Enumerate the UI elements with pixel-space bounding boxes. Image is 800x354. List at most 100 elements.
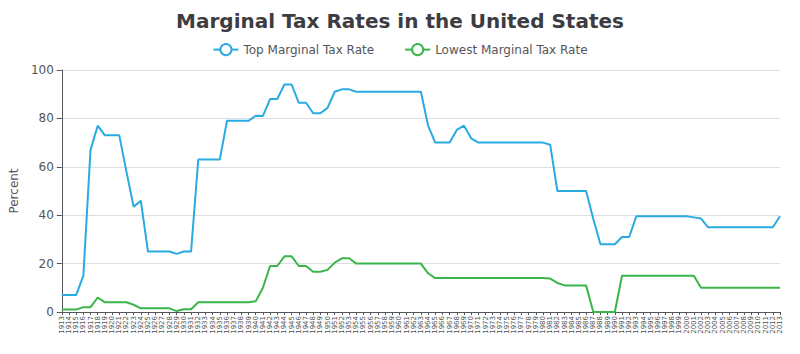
svg-text:1974: 1974 — [495, 316, 504, 334]
svg-text:1979: 1979 — [531, 316, 540, 334]
svg-text:1989: 1989 — [603, 316, 612, 334]
svg-text:1994: 1994 — [639, 316, 648, 334]
svg-text:1931: 1931 — [187, 316, 196, 334]
svg-text:1997: 1997 — [661, 316, 670, 334]
svg-text:Lowest Marginal Tax Rate: Lowest Marginal Tax Rate — [435, 43, 587, 57]
svg-text:1982: 1982 — [553, 316, 562, 334]
svg-text:1964: 1964 — [424, 316, 433, 334]
svg-text:2004: 2004 — [711, 316, 720, 334]
svg-text:1929: 1929 — [172, 316, 181, 334]
svg-text:1970: 1970 — [467, 316, 476, 334]
svg-text:1986: 1986 — [582, 316, 591, 334]
svg-text:1987: 1987 — [589, 316, 598, 334]
svg-text:1957: 1957 — [373, 316, 382, 334]
svg-text:1926: 1926 — [151, 316, 160, 334]
svg-text:1923: 1923 — [129, 316, 138, 334]
svg-text:1952: 1952 — [337, 316, 346, 334]
svg-text:1919: 1919 — [100, 316, 109, 334]
svg-text:1918: 1918 — [93, 316, 102, 334]
svg-text:1993: 1993 — [632, 316, 641, 334]
svg-text:1968: 1968 — [452, 316, 461, 334]
svg-text:2010: 2010 — [754, 316, 763, 334]
svg-text:1996: 1996 — [653, 316, 662, 334]
svg-text:1976: 1976 — [510, 316, 519, 334]
svg-text:1961: 1961 — [402, 316, 411, 334]
svg-text:1942: 1942 — [266, 316, 275, 334]
svg-text:1951: 1951 — [330, 316, 339, 334]
svg-text:80: 80 — [39, 111, 54, 125]
svg-text:1922: 1922 — [122, 316, 131, 334]
svg-text:1988: 1988 — [596, 316, 605, 334]
svg-text:1933: 1933 — [201, 316, 210, 334]
svg-text:40: 40 — [39, 208, 54, 222]
svg-text:1949: 1949 — [316, 316, 325, 334]
svg-text:1928: 1928 — [165, 316, 174, 334]
svg-text:1939: 1939 — [244, 316, 253, 334]
svg-text:1990: 1990 — [610, 316, 619, 334]
svg-text:Percent: Percent — [7, 168, 21, 213]
svg-text:1998: 1998 — [668, 316, 677, 334]
svg-text:1983: 1983 — [560, 316, 569, 334]
svg-text:1972: 1972 — [481, 316, 490, 334]
svg-text:2013: 2013 — [776, 316, 784, 334]
svg-text:1920: 1920 — [108, 316, 117, 334]
svg-text:1937: 1937 — [230, 316, 239, 334]
svg-text:1965: 1965 — [431, 316, 440, 334]
svg-text:1985: 1985 — [574, 316, 583, 334]
svg-text:Marginal Tax Rates in the Unit: Marginal Tax Rates in the United States — [176, 9, 624, 33]
svg-text:2008: 2008 — [740, 316, 749, 334]
svg-text:1932: 1932 — [194, 316, 203, 334]
svg-text:1938: 1938 — [237, 316, 246, 334]
svg-text:1978: 1978 — [524, 316, 533, 334]
svg-text:1984: 1984 — [567, 316, 576, 334]
svg-text:1962: 1962 — [409, 316, 418, 334]
svg-text:1944: 1944 — [280, 316, 289, 334]
svg-text:1917: 1917 — [86, 316, 95, 334]
svg-text:2007: 2007 — [732, 316, 741, 334]
svg-text:2005: 2005 — [718, 316, 727, 334]
svg-text:60: 60 — [39, 160, 54, 174]
svg-text:1954: 1954 — [352, 316, 361, 334]
svg-text:20: 20 — [39, 257, 54, 271]
svg-text:1960: 1960 — [395, 316, 404, 334]
svg-text:1981: 1981 — [546, 316, 555, 334]
svg-text:1953: 1953 — [345, 316, 354, 334]
svg-text:1941: 1941 — [258, 316, 267, 334]
svg-text:2003: 2003 — [704, 316, 713, 334]
svg-text:1995: 1995 — [646, 316, 655, 334]
svg-text:1967: 1967 — [445, 316, 454, 334]
svg-text:1924: 1924 — [136, 316, 145, 334]
svg-text:1959: 1959 — [388, 316, 397, 334]
svg-text:1977: 1977 — [517, 316, 526, 334]
svg-text:2006: 2006 — [725, 316, 734, 334]
svg-text:100: 100 — [31, 63, 54, 77]
svg-text:Top Marginal Tax Rate: Top Marginal Tax Rate — [242, 43, 374, 57]
svg-text:1945: 1945 — [287, 316, 296, 334]
svg-text:1940: 1940 — [251, 316, 260, 334]
svg-text:1966: 1966 — [438, 316, 447, 334]
svg-text:1999: 1999 — [675, 316, 684, 334]
svg-text:2000: 2000 — [682, 316, 691, 334]
svg-text:1943: 1943 — [273, 316, 282, 334]
svg-text:1992: 1992 — [625, 316, 634, 334]
svg-text:1973: 1973 — [488, 316, 497, 334]
svg-text:2001: 2001 — [689, 316, 698, 334]
svg-text:1956: 1956 — [366, 316, 375, 334]
svg-text:1935: 1935 — [215, 316, 224, 334]
svg-text:1921: 1921 — [115, 316, 124, 334]
svg-text:1950: 1950 — [323, 316, 332, 334]
svg-text:1916: 1916 — [79, 316, 88, 334]
svg-text:0: 0 — [46, 305, 54, 319]
svg-text:1955: 1955 — [359, 316, 368, 334]
svg-text:1930: 1930 — [179, 316, 188, 334]
svg-text:2009: 2009 — [747, 316, 756, 334]
svg-text:1934: 1934 — [208, 316, 217, 334]
svg-text:1948: 1948 — [309, 316, 318, 334]
svg-text:1946: 1946 — [294, 316, 303, 334]
svg-text:1975: 1975 — [503, 316, 512, 334]
svg-text:1963: 1963 — [416, 316, 425, 334]
svg-text:1915: 1915 — [72, 316, 81, 334]
svg-text:1927: 1927 — [158, 316, 167, 334]
svg-text:1913: 1913 — [57, 316, 66, 334]
svg-text:1971: 1971 — [474, 316, 483, 334]
